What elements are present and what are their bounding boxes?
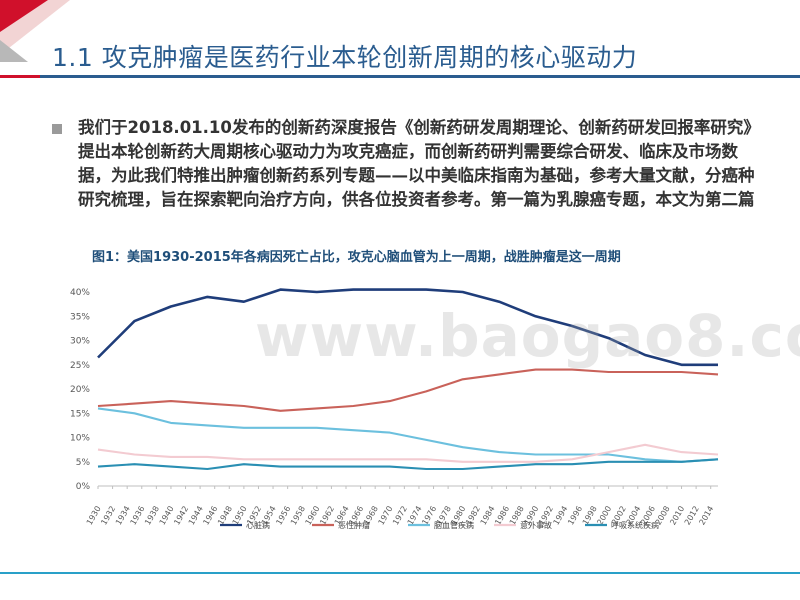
legend-label: 恶性肿瘤: [338, 520, 370, 530]
y-tick-label: 25%: [70, 361, 90, 371]
y-tick-label: 15%: [70, 409, 90, 419]
bullet-square-icon: [52, 124, 62, 134]
series-line-1: [97, 288, 718, 367]
y-tick-label: 10%: [70, 434, 90, 444]
series-line-4: [97, 443, 719, 463]
page-title: 1.1 攻克肿瘤是医药行业本轮创新周期的核心驱动力: [52, 43, 638, 72]
y-tick-label: 35%: [70, 312, 90, 322]
y-tick-label: 20%: [70, 385, 90, 395]
x-tick-label: 2014: [697, 505, 715, 527]
y-tick-label: 30%: [70, 337, 90, 347]
legend-label: 呼吸系统疾病: [611, 520, 659, 530]
footer-rule: [0, 572, 800, 574]
legend-label: 脑血管疾病: [434, 520, 474, 530]
legend-label: 心脏病: [246, 520, 270, 530]
series-line-2: [97, 368, 719, 412]
legend-label: 意外事故: [520, 520, 552, 530]
y-tick-label: 5%: [76, 458, 91, 468]
y-tick-label: 40%: [70, 288, 90, 298]
series-line-5: [97, 458, 719, 471]
y-tick-label: 0%: [76, 482, 91, 492]
line-chart: 0%5%10%15%20%25%30%35%40%193019321934193…: [70, 288, 719, 530]
watermark: www.baogao8.com: [255, 302, 800, 370]
bullet-paragraph: 我们于2018.01.10发布的创新药深度报告《创新药研发周期理论、创新药研发回…: [78, 118, 760, 209]
figure-caption: 图1：美国1930-2015年各病因死亡占比，攻克心脑血管为上一周期，战胜肿瘤是…: [92, 250, 621, 265]
series-line-3: [97, 407, 719, 463]
corner-decoration: [0, 0, 70, 62]
title-underline: [0, 75, 800, 78]
